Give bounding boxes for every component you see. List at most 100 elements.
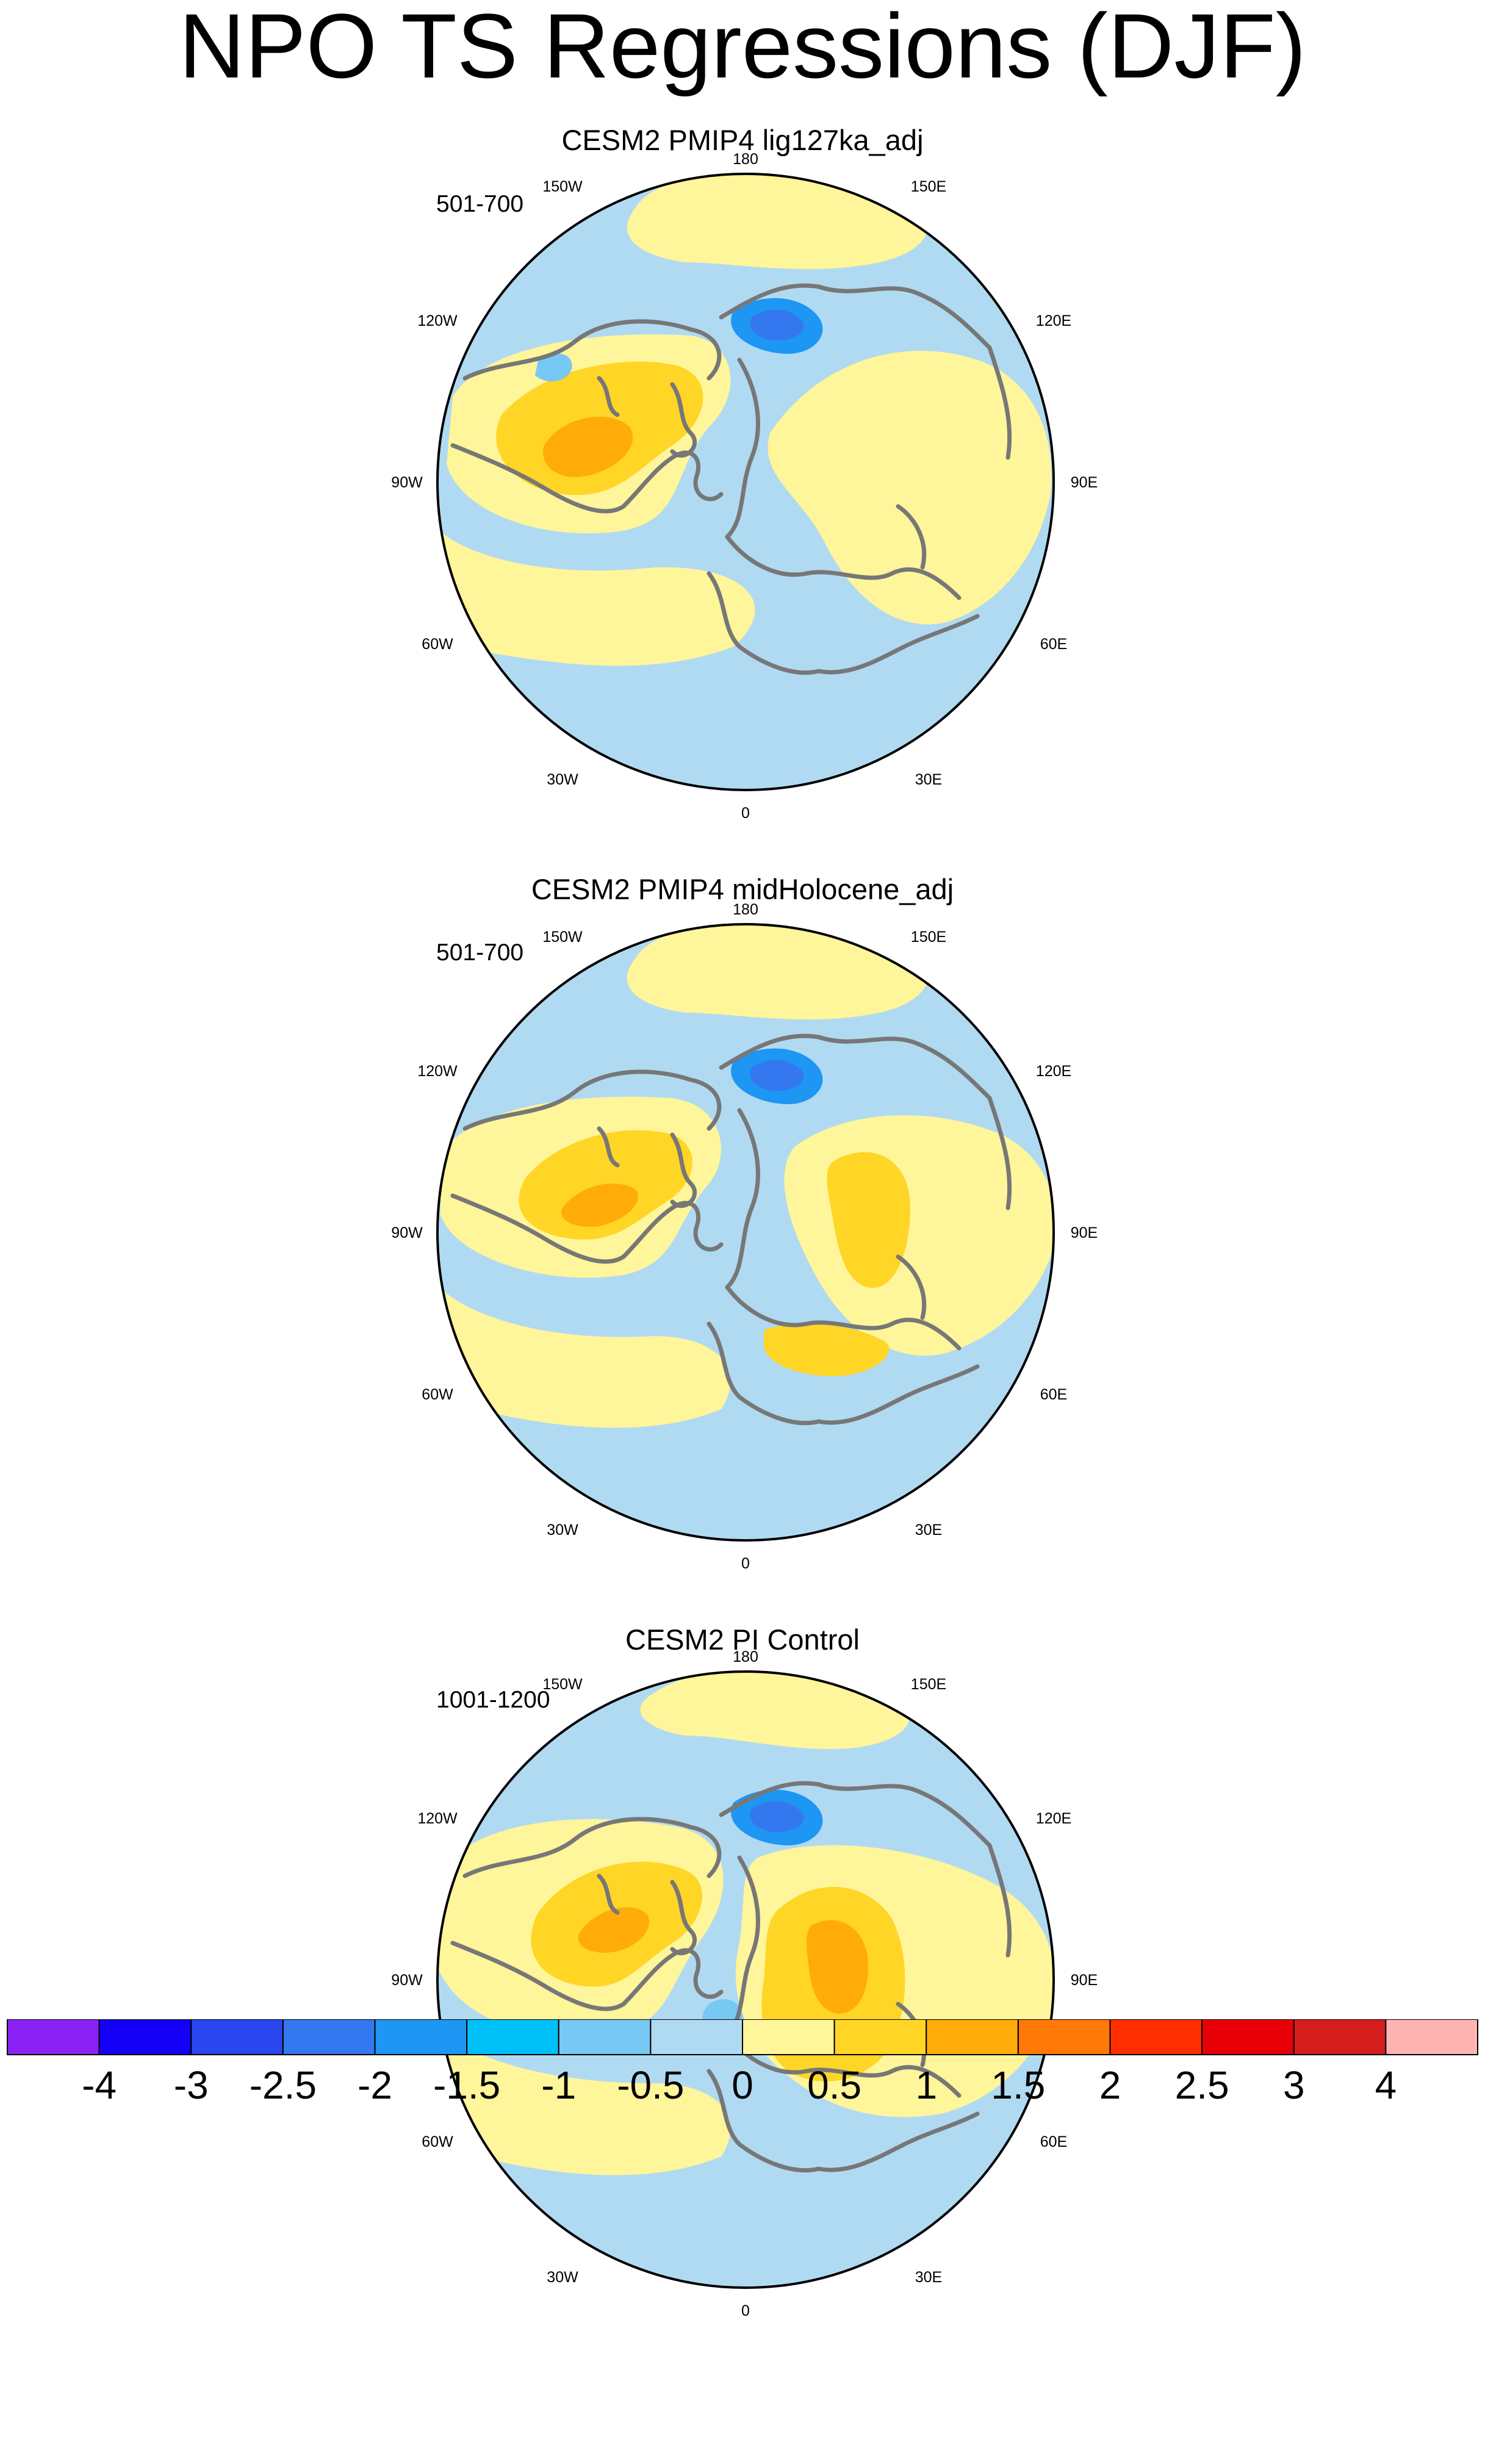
- coastline-9: [670, 1132, 697, 1208]
- panel-title: CESM2 PI Control: [625, 1623, 860, 1656]
- longitude-label: 30W: [547, 771, 578, 788]
- longitude-label: 90E: [1071, 1224, 1098, 1241]
- colorbar-label: -2: [358, 2063, 392, 2107]
- contour-region-9: [750, 1801, 804, 1833]
- colorbar-swatch: [1385, 2019, 1478, 2055]
- contour-region-3: [578, 1907, 649, 1953]
- map-panel-midholocene: CESM2 PMIP4 midHolocene_adj 501-700 180 1…: [0, 860, 1485, 1580]
- contour-region-7: [764, 1323, 890, 1376]
- map-panel-picontrol: CESM2 PI Control 1001-1200 180 150E 120E 90…: [0, 1607, 1485, 2327]
- colorbar-swatch: [7, 2019, 100, 2055]
- coastline-3: [719, 1781, 992, 1848]
- longitude-label: 120W: [417, 312, 458, 329]
- colorbar-label: -1: [541, 2063, 576, 2107]
- colorbar-label: 3: [1283, 2063, 1305, 2107]
- colorbar-swatch: [558, 2019, 652, 2055]
- colorbar-swatch: [374, 2019, 468, 2055]
- colorbar-label: 1.5: [991, 2063, 1045, 2107]
- coastline-8: [816, 2111, 980, 2172]
- polar-map: 180 150E 120E 90E 60E 30E 0 30W 60W 90W 120W 150W: [391, 901, 1098, 1572]
- polar-map: 180 150E 120E 90E 60E 30E 0 30W 60W 90W 120W 150W: [391, 151, 1098, 822]
- coastline-11: [896, 504, 927, 570]
- colorbar-label: -3: [174, 2063, 209, 2107]
- longitude-label: 180: [733, 901, 758, 918]
- coastline-6: [725, 1285, 962, 1351]
- longitude-label: 180: [733, 151, 758, 168]
- longitude-label: 150W: [542, 1676, 583, 1693]
- longitude-label: 30W: [547, 1521, 578, 1539]
- colorbar-swatch: [282, 2019, 376, 2055]
- colorbar-swatch: [466, 2019, 559, 2055]
- coastline-5: [725, 1108, 760, 1290]
- coastline-4: [987, 345, 1012, 460]
- longitude-label: 30E: [915, 2269, 942, 2286]
- longitude-label: 60E: [1040, 2133, 1067, 2150]
- regression-field: [437, 924, 1054, 1540]
- longitude-label: 120E: [1036, 312, 1071, 329]
- regression-field: [437, 174, 1054, 790]
- period-label: 1001-1200: [436, 1687, 550, 1713]
- coastlines: [450, 1033, 1012, 1426]
- coastline-3: [719, 283, 992, 350]
- contour-region-3: [561, 1184, 638, 1227]
- longitude-label: 60E: [1040, 636, 1067, 653]
- coastline-3: [719, 1033, 992, 1101]
- colorbar-label: -0.5: [617, 2063, 684, 2107]
- colorbar-swatch: [1201, 2019, 1295, 2055]
- coastline-2: [621, 450, 724, 509]
- longitude-label: 0: [741, 805, 750, 822]
- contour-region-3: [543, 417, 633, 477]
- colorbar-swatch: [1109, 2019, 1203, 2055]
- map-panel-lig127ka: CESM2 PMIP4 lig127ka_adj 501-700 180 150E…: [0, 110, 1485, 830]
- contour-region-7: [807, 1920, 868, 2014]
- colorbar-swatch: [1293, 2019, 1387, 2055]
- coastline-4: [987, 1843, 1012, 1958]
- longitude-label: 30E: [915, 771, 942, 788]
- coastline-4: [987, 1096, 1012, 1210]
- longitude-label: 60W: [422, 1386, 453, 1403]
- contour-region-4: [437, 2016, 731, 2175]
- coastline-10: [597, 376, 620, 417]
- coastline-0: [462, 1817, 722, 1878]
- colorbar-label: -1.5: [433, 2063, 500, 2107]
- coastline-9: [670, 1880, 697, 1955]
- contour-region-6: [827, 1152, 910, 1288]
- longitude-label: 150W: [542, 178, 583, 195]
- map-border: [436, 923, 1055, 1542]
- panel-title: CESM2 PMIP4 lig127ka_adj: [561, 124, 924, 156]
- coastline-1: [450, 1941, 626, 2011]
- longitude-label: 120E: [1036, 1063, 1071, 1080]
- longitude-label: 150E: [911, 928, 946, 946]
- coastline-9: [670, 382, 697, 458]
- longitude-label: 180: [733, 1648, 758, 1665]
- colorbar-label: 0: [732, 2063, 753, 2107]
- coastlines: [450, 283, 1012, 675]
- contour-region-9: [750, 1060, 804, 1091]
- coastline-7: [707, 2069, 821, 2173]
- colorbar-swatch: [98, 2019, 192, 2055]
- coastline-1: [450, 443, 626, 514]
- contour-region-4: [437, 1275, 731, 1428]
- longitude-label: 90W: [391, 474, 423, 491]
- period-label: 501-700: [436, 191, 524, 217]
- longitude-label: 60W: [422, 2133, 453, 2150]
- colorbar-label: 2.5: [1175, 2063, 1229, 2107]
- colorbar-label: 2: [1099, 2063, 1121, 2107]
- coastline-10: [597, 1126, 620, 1168]
- coastline-0: [462, 319, 722, 381]
- longitude-label: 120W: [417, 1063, 458, 1080]
- map-border: [436, 173, 1055, 791]
- coastline-5: [725, 1855, 760, 2037]
- contour-region-8: [535, 353, 572, 382]
- colorbar-label: -4: [82, 2063, 117, 2107]
- longitude-label: 60E: [1040, 1386, 1067, 1403]
- coastline-8: [816, 614, 980, 675]
- longitude-label: 90W: [391, 1972, 423, 1989]
- longitude-label: 60W: [422, 636, 453, 653]
- colorbar-label: -2.5: [250, 2063, 317, 2107]
- coastline-8: [816, 1364, 980, 1425]
- colorbar-swatch: [742, 2019, 835, 2055]
- colorbar-swatch: [833, 2019, 927, 2055]
- colorbar-swatch: [190, 2019, 284, 2055]
- coastline-10: [597, 1873, 620, 1915]
